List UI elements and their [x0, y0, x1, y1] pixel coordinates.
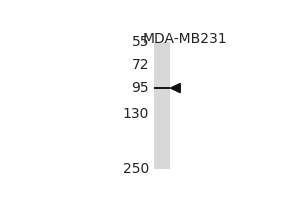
Polygon shape — [170, 83, 180, 93]
Bar — [154, 87, 170, 89]
Text: 250: 250 — [123, 162, 149, 176]
Text: MDA-MB231: MDA-MB231 — [143, 32, 227, 46]
Text: 95: 95 — [131, 81, 149, 95]
Text: 72: 72 — [132, 58, 149, 72]
Text: 55: 55 — [132, 35, 149, 49]
Text: 130: 130 — [123, 107, 149, 121]
Bar — [154, 42, 170, 169]
